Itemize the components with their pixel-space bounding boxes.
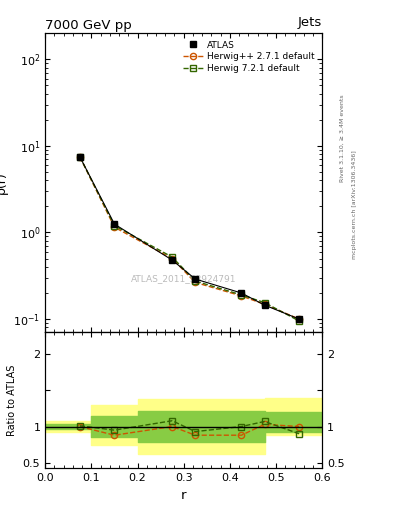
Text: Rivet 3.1.10, ≥ 3.4M events: Rivet 3.1.10, ≥ 3.4M events <box>340 94 345 182</box>
Y-axis label: Ratio to ATLAS: Ratio to ATLAS <box>7 365 17 436</box>
Text: Jets: Jets <box>298 16 322 29</box>
X-axis label: r: r <box>181 489 186 502</box>
Text: ATLAS_2011_S8924791: ATLAS_2011_S8924791 <box>131 274 237 283</box>
Text: 7000 GeV pp: 7000 GeV pp <box>45 19 132 32</box>
Legend: ATLAS, Herwig++ 2.7.1 default, Herwig 7.2.1 default: ATLAS, Herwig++ 2.7.1 default, Herwig 7.… <box>180 38 318 76</box>
Y-axis label: ρ(r): ρ(r) <box>0 172 8 194</box>
Text: mcplots.cern.ch [arXiv:1306.3436]: mcplots.cern.ch [arXiv:1306.3436] <box>352 151 357 259</box>
